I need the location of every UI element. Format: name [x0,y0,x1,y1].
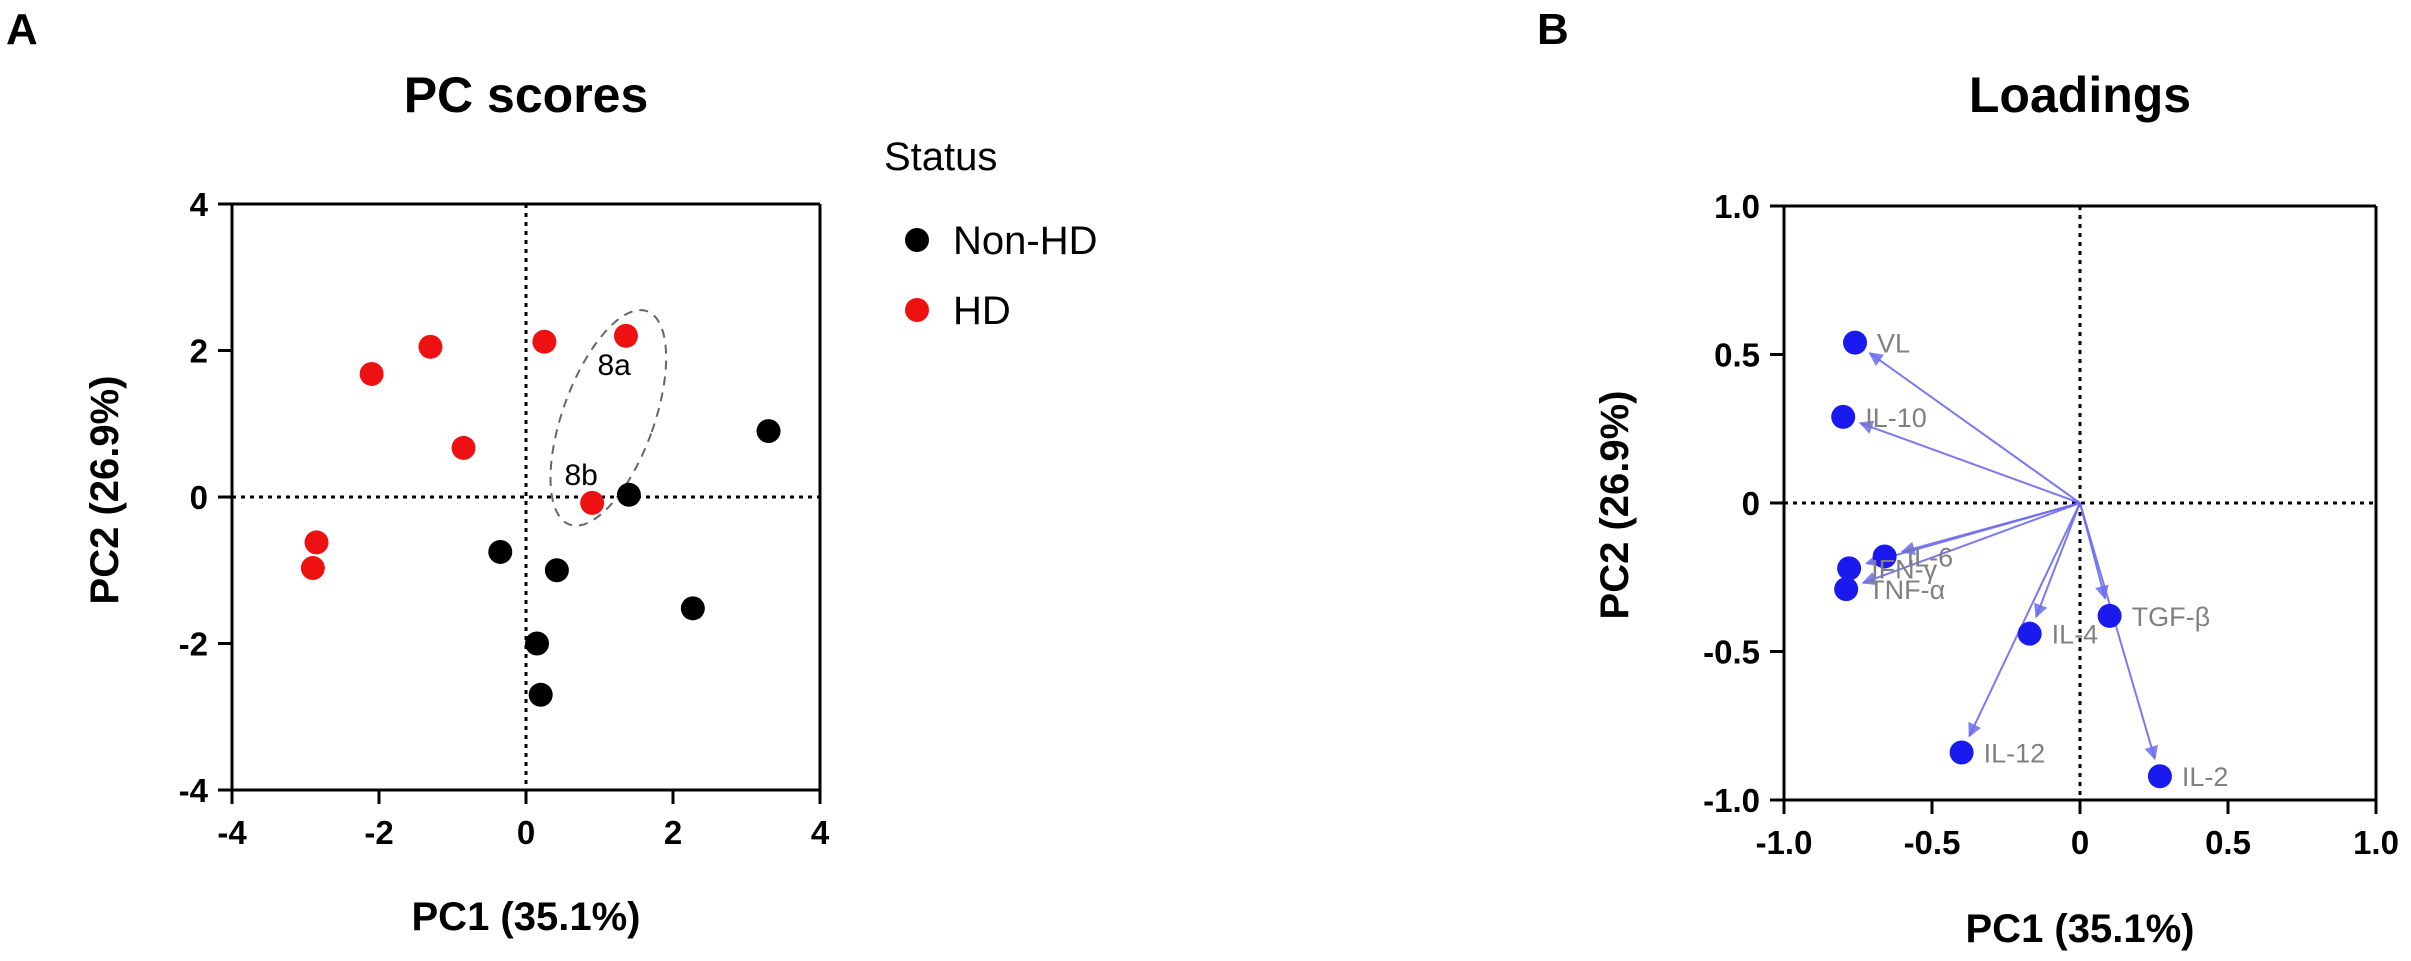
chart-a-y-tick-label: 2 [190,333,208,370]
chart-b-y-tick-label: -0.5 [1703,634,1760,671]
chart-a-annotations: 8a 8b [564,349,631,492]
chart-a-title: PC scores [404,67,649,123]
loading-arrow-tnf [1861,502,2081,586]
loading-point-vl [1843,330,1868,355]
loading-arrow-il-10 [1858,420,2081,504]
loading-point-ifn [1837,556,1862,581]
loading-label-tgf: TGF-β [2132,602,2211,632]
loading-point-tgf [2097,603,2122,628]
loading-arrow-ifn [1865,502,2081,567]
loading-label-il-4: IL-4 [2052,620,2099,650]
point-non-hd [488,539,513,564]
loading-arrow-il-2 [2079,502,2159,761]
loading-point-tnf [1834,577,1859,602]
point-non-hd [680,596,705,621]
chart-b-x-tick-label: -0.5 [1904,824,1961,861]
annotation-8b: 8b [564,459,597,492]
chart-a-x-tick-label: 4 [811,814,830,851]
loading-arrow-il-12 [1968,502,2081,738]
point-hd [300,556,325,581]
loading-label-il-2: IL-2 [2182,762,2229,792]
chart-a-ticks: -4 -2 0 2 4 4 2 0 -2 -4 [179,186,830,851]
point-non-hd [616,482,641,507]
panel-letter-b: B [1537,5,1569,54]
point-hd [532,329,557,354]
loading-point-il-4 [2017,621,2042,646]
loading-arrow-vl [1868,352,2081,504]
chart-a-y-axis-label: PC2 (26.9%) [83,376,127,605]
legend-marker-non-hd [905,228,929,252]
point-hd [451,435,476,460]
loading-point-il-12 [1949,740,1974,765]
loading-label-vl: VL [1877,329,1910,359]
chart-b-x-tick-label: 0 [2071,824,2089,861]
point-non-hd [756,419,781,444]
point-hd [304,530,329,555]
chart-b-x-tick-label: 1.0 [2353,824,2399,861]
chart-b-x-tick-label: 0.5 [2205,824,2251,861]
chart-b-points [1831,330,2172,789]
annotation-8a: 8a [598,349,632,382]
chart-b-ticks: -1.0 -0.5 0 0.5 1.0 1.0 0.5 0 -0.5 -1.0 [1703,188,2399,861]
chart-a-y-tick-label: -4 [179,772,209,809]
legend-label-hd: HD [953,289,1011,333]
chart-a-x-tick-label: 2 [664,814,682,851]
chart-a-legend: Status Non-HD HD [884,135,1097,333]
legend-label-non-hd: Non-HD [953,219,1097,263]
chart-b-x-tick-label: -1.0 [1756,824,1813,861]
pc-scores-chart: PC scores 8a 8b -4 -2 0 2 4 4 2 0 -2 -4 PC1 (35.1%… [83,67,1097,939]
legend-marker-hd [905,298,929,322]
cluster-ellipse [549,309,668,527]
panel-letter-a: A [6,5,38,54]
chart-a-x-tick-label: -2 [364,814,393,851]
loading-point-il-2 [2147,764,2172,789]
point-hd [359,361,384,386]
loading-label-il-12: IL-12 [1984,738,2046,768]
chart-b-y-tick-label: 0 [1742,485,1760,522]
loading-arrow-il-4 [2034,502,2081,619]
chart-a-points [300,323,781,707]
chart-a-y-tick-label: 0 [190,479,208,516]
point-non-hd [525,631,550,656]
chart-b-x-axis-label: PC1 (35.1%) [1966,907,2195,951]
chart-a-x-axis-label: PC1 (35.1%) [412,895,641,939]
point-hd [613,323,638,348]
chart-b-y-tick-label: 0.5 [1714,337,1760,374]
point-non-hd [528,682,553,707]
chart-b-title: Loadings [1969,67,2191,123]
loading-label-ifn: IFN-γ [1871,554,1937,584]
point-hd [418,334,443,359]
chart-b-y-tick-label: 1.0 [1714,188,1760,225]
chart-b-y-axis-label: PC2 (26.9%) [1593,391,1637,620]
chart-a-x-tick-label: 0 [517,814,535,851]
loading-label-il-10: IL-10 [1865,403,1927,433]
loading-label-tnf: TNF-α [1868,575,1945,605]
chart-a-y-tick-label: -2 [179,626,208,663]
loading-point-il-10 [1831,404,1856,429]
point-hd [580,490,605,515]
loading-point-il-6 [1872,544,1897,569]
chart-a-x-tick-label: -4 [217,814,247,851]
chart-a-y-tick-label: 4 [190,186,209,223]
point-non-hd [544,558,569,583]
loading-label-il-6: IL-6 [1907,542,1954,572]
legend-title: Status [884,135,997,179]
chart-b-arrows [1858,352,2159,761]
chart-b-y-tick-label: -1.0 [1703,782,1760,819]
